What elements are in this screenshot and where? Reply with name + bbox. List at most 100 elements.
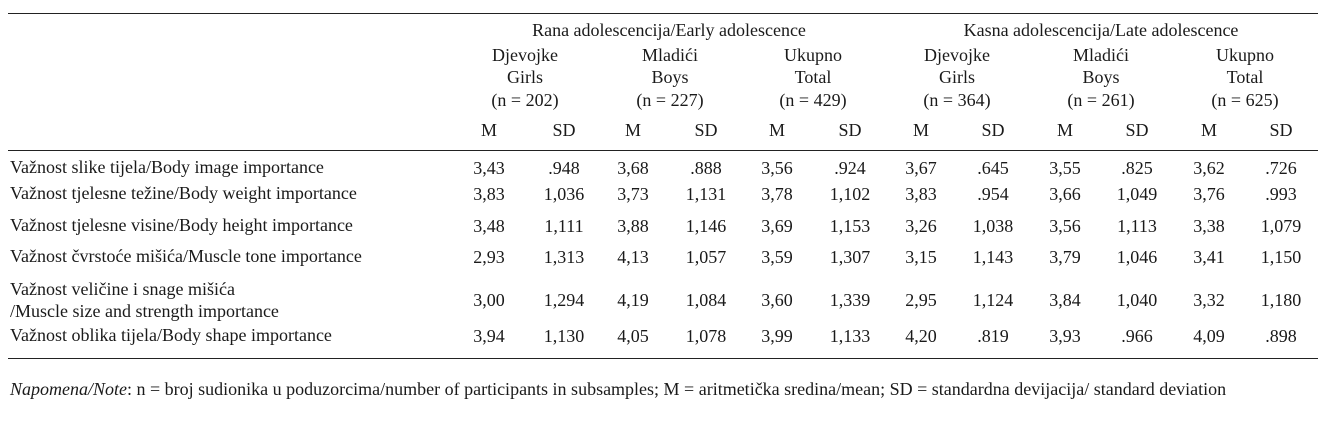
cell-value: 3,59 <box>761 247 793 267</box>
cell-value: 3,38 <box>1193 216 1225 236</box>
cell-value: .948 <box>548 158 580 178</box>
cell-value: 4,13 <box>617 247 649 267</box>
stat-label: SD <box>981 120 1005 140</box>
cell-value: 3,62 <box>1193 158 1225 178</box>
cell-value: 1,079 <box>1260 216 1302 236</box>
subgroup-name-en: Girls <box>939 67 975 87</box>
cell-value: 1,153 <box>829 216 871 236</box>
stat-label: M <box>624 120 642 140</box>
cell-value: 2,95 <box>905 290 937 310</box>
cell-value: 1,146 <box>685 216 727 236</box>
cell-value: 3,66 <box>1049 184 1081 204</box>
cell-value: 3,76 <box>1193 184 1225 204</box>
subgroup-name: Mladići <box>642 45 698 65</box>
cell-value: 4,20 <box>905 326 937 346</box>
cell-value: 1,180 <box>1260 290 1302 310</box>
subgroup-n: (n = 227) <box>636 90 704 110</box>
stat-label: SD <box>838 120 862 140</box>
cell-value: 1,150 <box>1260 247 1302 267</box>
subgroup-n: (n = 202) <box>491 90 559 110</box>
row-label: Važnost tjelesne težine/Body weight impo… <box>10 183 357 203</box>
cell-value: 1,143 <box>972 247 1014 267</box>
subgroup-name-en: Boys <box>1082 67 1120 87</box>
stat-label: M <box>768 120 786 140</box>
subgroup-name: Ukupno <box>784 45 842 65</box>
subgroup-name: Djevojke <box>924 45 990 65</box>
cell-value: .888 <box>690 158 722 178</box>
cell-value: 1,111 <box>544 216 584 236</box>
cell-value: .924 <box>834 158 866 178</box>
subgroup-n: (n = 429) <box>779 90 847 110</box>
cell-value: 1,040 <box>1116 290 1158 310</box>
cell-value: 3,84 <box>1049 290 1081 310</box>
row-label: Važnost tjelesne visine/Body height impo… <box>10 215 353 235</box>
cell-value: 3,69 <box>761 216 793 236</box>
row-label: Važnost oblika tijela/Body shape importa… <box>10 325 332 345</box>
subgroup-name-en: Girls <box>507 67 543 87</box>
subgroup-name-en: Total <box>1226 67 1264 87</box>
cell-value: 1,049 <box>1116 184 1158 204</box>
subgroup-n: (n = 261) <box>1067 90 1135 110</box>
cell-value: 3,73 <box>617 184 649 204</box>
cell-value: 3,48 <box>473 216 505 236</box>
cell-value: 3,94 <box>473 326 505 346</box>
cell-value: 1,038 <box>972 216 1014 236</box>
cell-value: 3,32 <box>1193 290 1225 310</box>
subgroup-name: Mladići <box>1073 45 1129 65</box>
cell-value: 3,56 <box>1049 216 1081 236</box>
cell-value: 3,00 <box>473 290 505 310</box>
cell-value: .825 <box>1121 158 1153 178</box>
cell-value: 1,102 <box>829 184 871 204</box>
cell-value: .993 <box>1265 184 1297 204</box>
cell-value: .645 <box>977 158 1009 178</box>
cell-value: 2,93 <box>473 247 505 267</box>
cell-value: .954 <box>977 184 1009 204</box>
note-text: : n = broj sudionika u poduzorcima/numbe… <box>127 379 1227 399</box>
stat-label: SD <box>694 120 718 140</box>
cell-value: 4,19 <box>617 290 649 310</box>
subgroup-name: Djevojke <box>492 45 558 65</box>
cell-value: 3,15 <box>905 247 937 267</box>
cell-value: 1,036 <box>543 184 585 204</box>
stat-label: M <box>1056 120 1074 140</box>
cell-value: 3,83 <box>905 184 937 204</box>
cell-value: 1,294 <box>543 290 585 310</box>
cell-value: 1,307 <box>829 247 871 267</box>
stat-label: SD <box>1125 120 1149 140</box>
cell-value: .726 <box>1265 158 1297 178</box>
cell-value: .898 <box>1265 326 1297 346</box>
cell-value: 4,05 <box>617 326 649 346</box>
stat-label: M <box>1200 120 1218 140</box>
cell-value: 3,99 <box>761 326 793 346</box>
cell-value: 3,56 <box>761 158 793 178</box>
top-rule <box>8 13 1318 14</box>
cell-value: 1,130 <box>543 326 585 346</box>
stat-label: M <box>480 120 498 140</box>
group-header: Rana adolescencija/Early adolescence <box>532 20 806 40</box>
cell-value: .966 <box>1121 326 1153 346</box>
bottom-rule <box>8 358 1318 359</box>
subgroup-name-en: Boys <box>651 67 689 87</box>
note-label: Napomena/Note <box>10 379 127 399</box>
cell-value: 3,60 <box>761 290 793 310</box>
cell-value: 1,133 <box>829 326 871 346</box>
cell-value: 3,78 <box>761 184 793 204</box>
cell-value: 1,131 <box>685 184 727 204</box>
cell-value: 3,67 <box>905 158 937 178</box>
stat-label: SD <box>552 120 576 140</box>
cell-value: 3,26 <box>905 216 937 236</box>
cell-value: 1,124 <box>972 290 1014 310</box>
stat-label: M <box>912 120 930 140</box>
row-label: Važnost veličine i snage mišića <box>10 279 235 299</box>
stat-label: SD <box>1269 120 1293 140</box>
cell-value: 1,078 <box>685 326 727 346</box>
header-rule <box>8 150 1318 151</box>
subgroup-name: Ukupno <box>1216 45 1274 65</box>
subgroup-n: (n = 625) <box>1211 90 1279 110</box>
cell-value: 1,084 <box>685 290 727 310</box>
cell-value: 3,41 <box>1193 247 1225 267</box>
cell-value: 1,046 <box>1116 247 1158 267</box>
cell-value: 3,88 <box>617 216 649 236</box>
row-label: /Muscle size and strength importance <box>10 301 279 321</box>
cell-value: 3,79 <box>1049 247 1081 267</box>
